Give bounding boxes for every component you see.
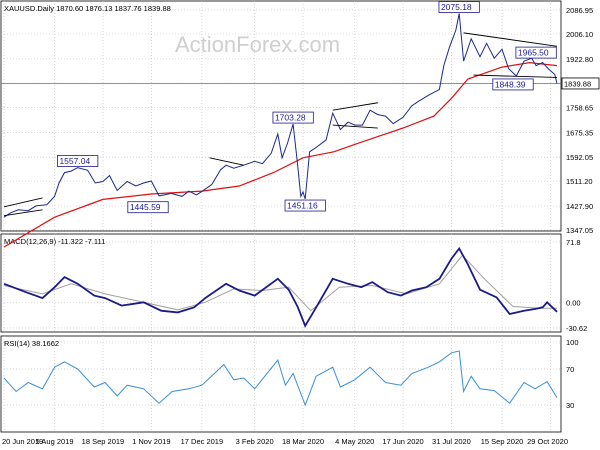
price-header: XAUUSD.Daily 1870.60 1876.13 1837.76 183… xyxy=(4,4,171,13)
macd-signal-line xyxy=(3,254,558,312)
y-tick-label: 1758.65 xyxy=(566,104,593,113)
x-tick-label: 31 Jul 2020 xyxy=(432,437,471,446)
level-label: 1445.59 xyxy=(130,202,161,212)
x-tick-label: 1 Nov 2019 xyxy=(132,437,170,446)
level-label-box xyxy=(492,78,534,91)
macd-panel-frame xyxy=(0,233,562,333)
trendline xyxy=(3,197,43,208)
watermark: ActionForex.com xyxy=(175,32,340,57)
y-tick-label: 0.00 xyxy=(566,298,581,307)
level-label-box xyxy=(515,46,557,59)
y-tick-label: 2086.95 xyxy=(566,6,593,15)
price-line xyxy=(3,13,558,218)
sma-line xyxy=(3,61,558,248)
y-tick-label: 1427.90 xyxy=(566,202,593,211)
macd-layer xyxy=(3,246,558,328)
level-label: 1703.28 xyxy=(275,113,306,123)
level-label: 1965.50 xyxy=(518,48,549,58)
level-label-box xyxy=(127,201,169,214)
x-tick-label: 3 Feb 2020 xyxy=(236,437,274,446)
y-tick-label: 71.8 xyxy=(566,238,581,247)
y-tick-label: 70 xyxy=(566,365,574,374)
level-label-box xyxy=(57,155,99,167)
y-tick-label: 1592.05 xyxy=(566,153,593,162)
level-label-box xyxy=(272,111,314,124)
trendline xyxy=(332,102,378,111)
level-label: 1557.04 xyxy=(59,156,90,166)
x-tick-label: 18 Mar 2020 xyxy=(282,437,324,446)
trendline xyxy=(463,32,558,47)
price-panel-frame xyxy=(0,0,562,232)
x-tick-label: 29 Oct 2020 xyxy=(527,437,568,446)
x-tick-label: 5 Aug 2019 xyxy=(36,437,74,446)
rsi-header: RSI(14) 38.1662 xyxy=(4,339,59,348)
y-tick-label: 2006.10 xyxy=(566,30,593,39)
level-label-box xyxy=(438,1,480,13)
x-tick-label: 18 Sep 2019 xyxy=(82,437,125,446)
level-label: 1848.39 xyxy=(495,79,526,89)
y-tick-label: 1511.20 xyxy=(566,177,593,186)
x-tick-label: 17 Dec 2019 xyxy=(181,437,224,446)
rsi-panel-frame xyxy=(0,335,562,433)
price-layer: 1557.04 1445.59 1703.28 1451.16 2075.18 1965.… xyxy=(3,1,600,248)
y-tick-label: 1922.80 xyxy=(566,55,593,64)
last-price-tag xyxy=(561,77,600,90)
level-label-box xyxy=(284,199,326,212)
rsi-layer xyxy=(3,350,558,407)
macd-line xyxy=(3,246,558,328)
last-price-label: 1839.88 xyxy=(564,79,591,88)
x-tick-label: 20 Jun 2019 xyxy=(2,437,43,446)
grid xyxy=(1,1,561,432)
trendline xyxy=(3,209,43,217)
rsi-line xyxy=(3,350,558,407)
y-tick-label: 1675.35 xyxy=(566,128,593,137)
y-tick-label: -30.62 xyxy=(566,324,587,333)
trendline xyxy=(209,157,244,166)
trendline xyxy=(332,124,378,129)
x-tick-label: 17 Jun 2020 xyxy=(382,437,423,446)
y-tick-label: 30 xyxy=(566,401,574,410)
y-axis-ticks: 2086.95 2006.10 1922.80 1758.65 1675.35 1592.… xyxy=(566,6,593,410)
level-label: 2075.18 xyxy=(441,2,472,12)
y-tick-label: 1347.05 xyxy=(566,226,593,235)
x-tick-label: 4 May 2020 xyxy=(335,437,374,446)
macd-header: MACD(12,26,9) -11.322 -7.111 xyxy=(4,237,105,246)
trendline xyxy=(473,74,558,78)
y-tick-label: 100 xyxy=(566,338,579,347)
x-tick-label: 15 Sep 2020 xyxy=(481,437,524,446)
level-label: 1451.16 xyxy=(287,201,318,211)
